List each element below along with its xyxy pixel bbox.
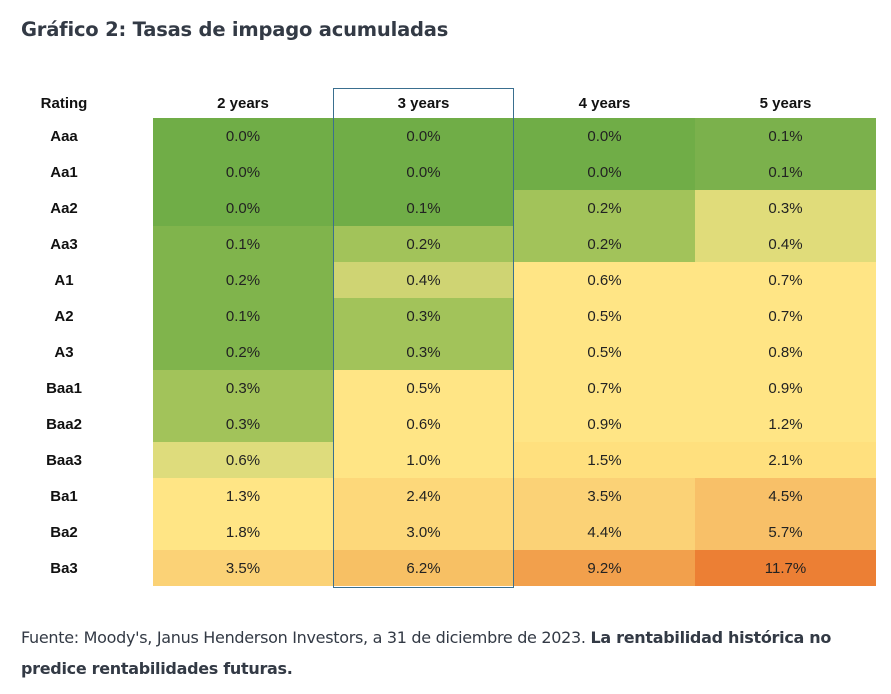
heatmap-cell: 0.1%: [695, 118, 876, 154]
heatmap-cell: 0.3%: [153, 406, 333, 442]
column-header: 5 years: [759, 94, 812, 112]
heatmap-cell: 0.3%: [695, 190, 876, 226]
heatmap-cell: 1.8%: [153, 514, 333, 550]
heatmap-cell: 0.7%: [695, 262, 876, 298]
rating-label: Aa2: [50, 199, 78, 217]
heatmap-cell: 1.3%: [153, 478, 333, 514]
heatmap-cell: 0.2%: [153, 262, 333, 298]
heatmap-cell: 0.5%: [514, 334, 695, 370]
rating-label: Aa1: [50, 163, 78, 181]
heatmap-cell: 2.4%: [333, 478, 514, 514]
heatmap-cell: 0.2%: [514, 190, 695, 226]
heatmap-cell: 3.5%: [153, 550, 333, 586]
chart-title: Gráfico 2: Tasas de impago acumuladas: [21, 18, 449, 41]
heatmap-cell: 9.2%: [514, 550, 695, 586]
heatmap-cell: 0.3%: [333, 298, 514, 334]
heatmap-cell: 0.0%: [153, 190, 333, 226]
heatmap-cell: 0.6%: [333, 406, 514, 442]
heatmap-cell: 0.2%: [514, 226, 695, 262]
rating-label: Aaa: [50, 127, 78, 145]
heatmap-cell: 0.0%: [153, 154, 333, 190]
heatmap-cell: 0.5%: [333, 370, 514, 406]
heatmap-cell: 0.6%: [514, 262, 695, 298]
heatmap-cell: 0.7%: [514, 370, 695, 406]
heatmap-cell: 0.0%: [514, 154, 695, 190]
heatmap-cell: 6.2%: [333, 550, 514, 586]
heatmap-cell: 4.5%: [695, 478, 876, 514]
rating-label: A3: [54, 343, 74, 361]
heatmap-cell: 0.0%: [153, 118, 333, 154]
heatmap-cell: 0.3%: [333, 334, 514, 370]
heatmap-cell: 0.9%: [695, 370, 876, 406]
heatmap-cell: 0.1%: [333, 190, 514, 226]
heatmap-cell: 0.6%: [153, 442, 333, 478]
heatmap-cell: 0.7%: [695, 298, 876, 334]
heatmap-cell: 0.5%: [514, 298, 695, 334]
heatmap-cell: 3.0%: [333, 514, 514, 550]
column-header: 3 years: [397, 94, 450, 112]
source-note: Fuente: Moody's, Janus Henderson Investo…: [21, 622, 881, 684]
source-text: Fuente: Moody's, Janus Henderson Investo…: [21, 628, 591, 647]
column-header: 2 years: [217, 94, 269, 112]
heatmap-cell: 0.2%: [333, 226, 514, 262]
rating-label: A1: [54, 271, 74, 289]
rating-label: Baa3: [46, 451, 82, 469]
rating-label: Ba2: [50, 523, 78, 541]
rating-label: Aa3: [50, 235, 78, 253]
heatmap-cell: 0.4%: [695, 226, 876, 262]
heatmap-cell: 0.0%: [333, 118, 514, 154]
rating-label: A2: [54, 307, 74, 325]
disclaimer-text: La rentabilidad histórica no predice ren…: [21, 628, 832, 678]
rating-label: Baa1: [46, 379, 82, 397]
heatmap-cell: 0.9%: [514, 406, 695, 442]
heatmap-cell: 5.7%: [695, 514, 876, 550]
heatmap-cell: 1.5%: [514, 442, 695, 478]
heatmap-cell: 0.4%: [333, 262, 514, 298]
heatmap-cell: 3.5%: [514, 478, 695, 514]
heatmap-cell: 0.0%: [333, 154, 514, 190]
row-header-label: Rating: [40, 94, 88, 112]
heatmap-cell: 0.1%: [153, 226, 333, 262]
heatmap-cell: 0.0%: [514, 118, 695, 154]
heatmap-cell: 0.8%: [695, 334, 876, 370]
heatmap-cell: 0.1%: [695, 154, 876, 190]
heatmap-cell: 1.0%: [333, 442, 514, 478]
heatmap-cell: 0.2%: [153, 334, 333, 370]
heatmap-cell: 0.1%: [153, 298, 333, 334]
column-header: 4 years: [578, 94, 631, 112]
rating-label: Baa2: [46, 415, 82, 433]
rating-label: Ba3: [50, 559, 78, 577]
heatmap-cell: 4.4%: [514, 514, 695, 550]
heatmap-cell: 1.2%: [695, 406, 876, 442]
heatmap-cell: 2.1%: [695, 442, 876, 478]
heatmap-cell: 11.7%: [695, 550, 876, 586]
rating-label: Ba1: [50, 487, 78, 505]
heatmap-cell: 0.3%: [153, 370, 333, 406]
